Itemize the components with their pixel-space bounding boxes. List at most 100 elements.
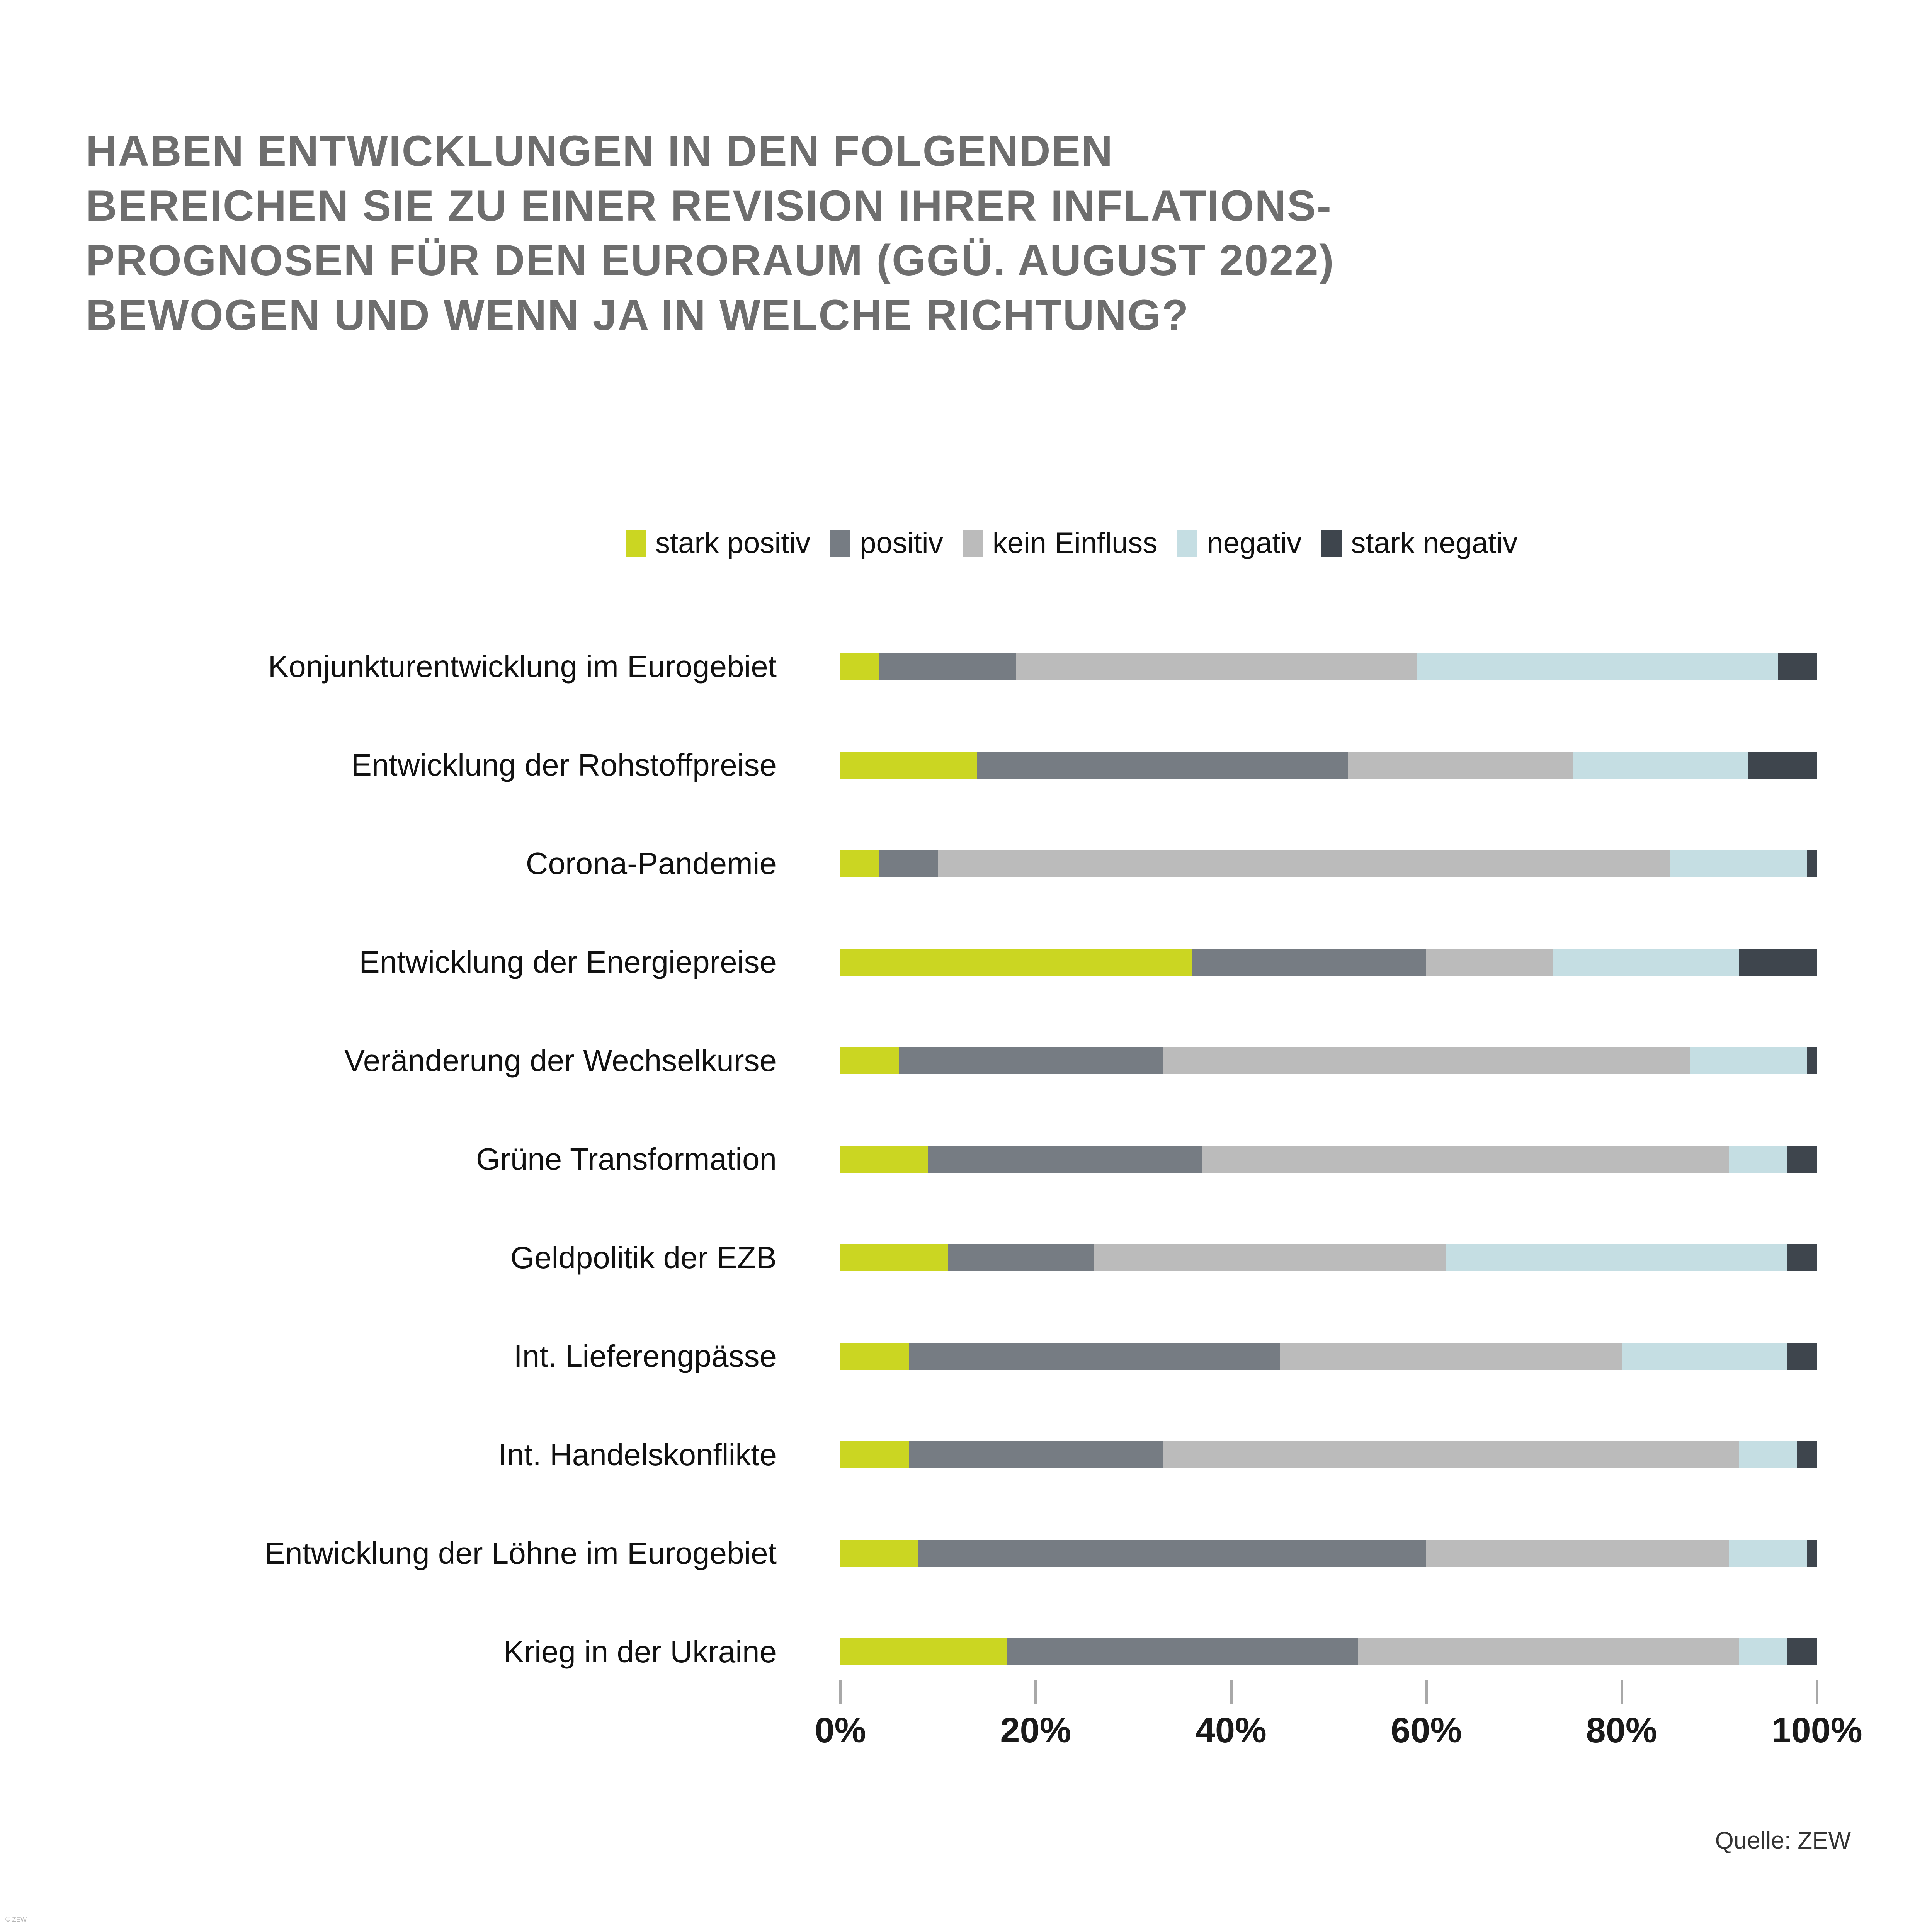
category-label: Entwicklung der Rohstoffpreise — [351, 748, 777, 782]
copyright-note: © ZEW — [5, 1916, 27, 1923]
stacked-bar[interactable] — [840, 1146, 1817, 1173]
bar-segment[interactable] — [840, 1540, 919, 1567]
source-note: Quelle: ZEW — [1715, 1827, 1851, 1854]
stacked-bar[interactable] — [840, 1047, 1817, 1074]
bar-segment[interactable] — [1738, 949, 1817, 976]
bar-segment[interactable] — [1690, 1047, 1807, 1074]
bar-segment[interactable] — [1280, 1343, 1622, 1370]
bar-segment[interactable] — [908, 1343, 1280, 1370]
bar-segment[interactable] — [1348, 752, 1573, 779]
stacked-bar[interactable] — [840, 653, 1817, 680]
chart-legend: stark positiv positiv kein Einfluss negativ… — [626, 529, 1517, 558]
bar-segment[interactable] — [1807, 1047, 1817, 1074]
axis-tick-label: 40% — [1195, 1711, 1267, 1750]
bar-segment[interactable] — [918, 1540, 1427, 1567]
bar-segment[interactable] — [938, 850, 1670, 877]
bar-segment[interactable] — [840, 1047, 899, 1074]
bar-segment[interactable] — [928, 1146, 1202, 1173]
bar-segment[interactable] — [1777, 653, 1817, 680]
legend-item[interactable]: positiv — [830, 529, 943, 558]
bar-segment[interactable] — [1192, 949, 1427, 976]
bar-segment[interactable] — [840, 752, 977, 779]
axis-tick-mark — [1816, 1680, 1818, 1704]
bar-segment[interactable] — [1787, 1343, 1817, 1370]
bar-segment[interactable] — [1416, 653, 1778, 680]
bar-segment[interactable] — [1738, 1638, 1788, 1665]
axis-tick-label: 20% — [1000, 1711, 1071, 1750]
title-line-3: PROGNOSEN FÜR DEN EURORAUM (GGÜ. AUGUST … — [86, 236, 1335, 285]
category-label: Geldpolitik der EZB — [510, 1240, 777, 1275]
bar-segment[interactable] — [1426, 949, 1553, 976]
bar-segment[interactable] — [1738, 1441, 1798, 1468]
stacked-bar[interactable] — [840, 1343, 1817, 1370]
bar-segment[interactable] — [879, 850, 938, 877]
bar-segment[interactable] — [1807, 1540, 1817, 1567]
bar-segment[interactable] — [1807, 850, 1817, 877]
bar-segment[interactable] — [1016, 653, 1417, 680]
legend-label: positiv — [860, 527, 943, 560]
axis-tick-mark — [1034, 1680, 1037, 1704]
chart-row: Entwicklung der Energiepreise — [0, 941, 1932, 983]
stacked-bar[interactable] — [840, 1244, 1817, 1271]
bar-segment[interactable] — [1729, 1146, 1788, 1173]
bar-segment[interactable] — [840, 1343, 909, 1370]
stacked-bar[interactable] — [840, 949, 1817, 976]
axis-tick-label: 100% — [1771, 1711, 1862, 1750]
stacked-bar[interactable] — [840, 1441, 1817, 1468]
chart-row: Konjunkturentwicklung im Eurogebiet — [0, 645, 1932, 688]
bar-segment[interactable] — [1573, 752, 1749, 779]
stacked-bar[interactable] — [840, 850, 1817, 877]
bar-segment[interactable] — [840, 850, 880, 877]
bar-segment[interactable] — [1748, 752, 1817, 779]
bar-segment[interactable] — [947, 1244, 1095, 1271]
legend-swatch-icon — [1321, 530, 1342, 557]
bar-segment[interactable] — [840, 1441, 909, 1468]
stacked-bar[interactable] — [840, 1638, 1817, 1665]
bar-segment[interactable] — [1162, 1441, 1739, 1468]
x-axis: 0% 20% 40% 60% 80% 100% — [815, 1680, 1862, 1757]
bar-segment[interactable] — [1006, 1638, 1358, 1665]
bar-segment[interactable] — [908, 1441, 1163, 1468]
legend-label: kein Einfluss — [992, 527, 1158, 560]
stacked-bar[interactable] — [840, 1540, 1817, 1567]
legend-swatch-icon — [830, 530, 851, 557]
legend-swatch-icon — [963, 530, 983, 557]
title-line-2: BEREICHEN SIE ZU EINER REVISION IHRER IN… — [86, 181, 1332, 230]
bar-segment[interactable] — [840, 1638, 1007, 1665]
category-label: Entwicklung der Löhne im Eurogebiet — [264, 1536, 777, 1570]
bar-segment[interactable] — [1162, 1047, 1690, 1074]
bar-segment[interactable] — [1729, 1540, 1807, 1567]
bar-segment[interactable] — [1553, 949, 1739, 976]
axis-tick-mark — [839, 1680, 842, 1704]
bar-segment[interactable] — [1358, 1638, 1739, 1665]
bar-segment[interactable] — [840, 653, 880, 680]
bar-segment[interactable] — [1670, 850, 1807, 877]
bar-segment[interactable] — [1787, 1244, 1817, 1271]
bar-segment[interactable] — [879, 653, 1016, 680]
bar-segment[interactable] — [899, 1047, 1163, 1074]
legend-item[interactable]: kein Einfluss — [963, 527, 1158, 560]
bar-segment[interactable] — [1446, 1244, 1788, 1271]
chart-row: Krieg in der Ukraine — [0, 1631, 1932, 1673]
category-label: Grüne Transformation — [476, 1142, 777, 1176]
bar-segment[interactable] — [1621, 1343, 1788, 1370]
bar-segment[interactable] — [1201, 1146, 1729, 1173]
legend-item[interactable]: negativ — [1177, 529, 1301, 558]
title-line-1: HABEN ENTWICKLUNGEN IN DEN FOLGENDEN — [86, 127, 1114, 175]
stacked-bar[interactable] — [840, 752, 1817, 779]
legend-label: stark negativ — [1351, 527, 1518, 560]
bar-segment[interactable] — [977, 752, 1349, 779]
legend-item[interactable]: stark negativ — [1321, 529, 1517, 558]
axis-tick-mark — [1620, 1680, 1623, 1704]
bar-segment[interactable] — [840, 1146, 929, 1173]
category-label: Veränderung der Wechselkurse — [344, 1043, 777, 1078]
bar-segment[interactable] — [1426, 1540, 1729, 1567]
bar-segment[interactable] — [840, 949, 1192, 976]
bar-segment[interactable] — [1797, 1441, 1817, 1468]
bar-segment[interactable] — [1787, 1638, 1817, 1665]
bar-segment[interactable] — [1094, 1244, 1446, 1271]
bar-segment[interactable] — [840, 1244, 948, 1271]
legend-item[interactable]: stark positiv — [626, 529, 810, 558]
bar-segment[interactable] — [1787, 1146, 1817, 1173]
